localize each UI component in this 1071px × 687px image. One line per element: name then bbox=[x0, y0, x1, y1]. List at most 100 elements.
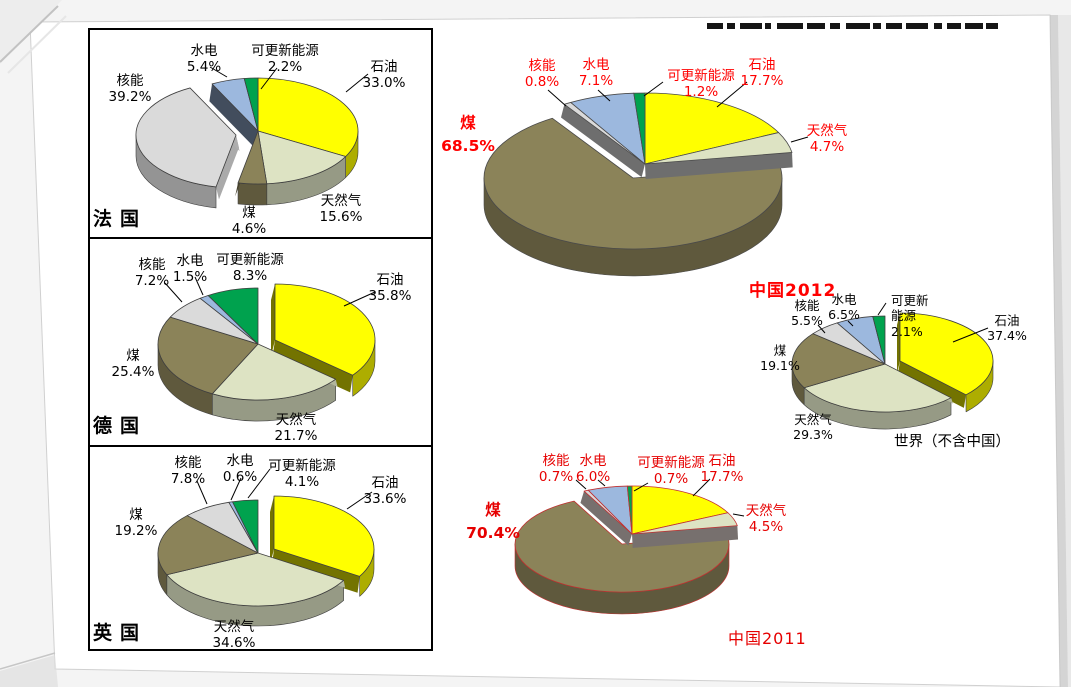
label-uk-oil: 石油 33.6% bbox=[363, 475, 407, 508]
label-france-gas: 天然气 15.6% bbox=[319, 193, 363, 226]
chart-caption-china2012: 中国2012 bbox=[749, 281, 837, 301]
label-leader-china2011-4 bbox=[633, 482, 649, 492]
pie-slice-world-coal bbox=[791, 333, 886, 389]
pie-cut-wall-world-oil bbox=[897, 361, 967, 408]
label-leader-uk-0 bbox=[346, 491, 373, 510]
label-leader-china2011-0 bbox=[692, 478, 711, 497]
chart-caption-uk: 英国 bbox=[93, 622, 148, 644]
country-charts-panel bbox=[88, 28, 433, 651]
label-world-renewable: 可更新 能源 2.1% bbox=[891, 293, 929, 339]
pie-slice-china2012-coal bbox=[483, 117, 783, 250]
label-leader-china2011-3 bbox=[597, 479, 606, 487]
pie-cut-wall-china2012-nuclear bbox=[561, 104, 645, 178]
label-leader-world-2 bbox=[847, 320, 854, 327]
pie-slice-china2012-renewable bbox=[633, 92, 646, 165]
pie-slice-france-renewable bbox=[243, 77, 259, 132]
label-germany-nuclear: 核能 7.2% bbox=[134, 257, 170, 290]
label-leader-france-0 bbox=[345, 73, 369, 93]
label-france-nuclear: 核能 39.2% bbox=[108, 73, 152, 106]
label-world-hydro: 水电 6.5% bbox=[828, 292, 860, 323]
label-world-coal: 煤 19.1% bbox=[760, 343, 800, 374]
label-uk-coal: 煤 19.2% bbox=[114, 507, 158, 540]
label-china2011-renewable: 可更新能源 0.7% bbox=[637, 455, 705, 488]
label-leader-world-1 bbox=[817, 324, 826, 334]
label-china2011-coal: 煤 70.4% bbox=[466, 501, 520, 543]
pie-slice-china2011-coal bbox=[514, 500, 730, 593]
label-leader-germany-0 bbox=[343, 291, 376, 307]
label-leader-china2012-4 bbox=[643, 81, 664, 97]
pie-slice-china2012-oil bbox=[644, 92, 779, 165]
pie-slice-uk-oil bbox=[273, 495, 375, 577]
pie-cut-wall-uk-oil bbox=[270, 496, 274, 565]
pie-slice-france-coal bbox=[237, 130, 268, 185]
label-world-gas: 天然气 29.3% bbox=[793, 412, 833, 443]
pie-slice-germany-oil bbox=[274, 283, 376, 376]
pie-slice-uk-coal bbox=[157, 515, 259, 576]
label-leader-china2011-2 bbox=[575, 479, 587, 490]
label-china2012-coal: 煤 68.5% bbox=[441, 114, 495, 156]
label-leader-france-2 bbox=[260, 67, 278, 90]
label-leader-germany-1 bbox=[164, 282, 183, 303]
label-leader-germany-2 bbox=[194, 276, 204, 296]
pie-cut-wall-china2011-gas bbox=[632, 525, 739, 548]
label-uk-nuclear: 核能 7.8% bbox=[170, 455, 206, 488]
label-leader-france-1 bbox=[209, 66, 228, 78]
chart-caption-china2011: 中国2011 bbox=[728, 629, 807, 648]
label-germany-coal: 煤 25.4% bbox=[111, 348, 155, 381]
pie-slice-germany-coal bbox=[157, 316, 259, 395]
label-china2012-oil: 石油 17.7% bbox=[740, 57, 784, 90]
pie-slice-germany-renewable bbox=[207, 287, 259, 345]
pie-cut-wall-china2011-nuclear bbox=[580, 491, 632, 546]
label-china2012-hydro: 水电 7.1% bbox=[578, 57, 614, 90]
pie-slice-uk-gas bbox=[166, 552, 345, 607]
label-leader-uk-2 bbox=[230, 477, 242, 501]
pie-cut-wall-france-nuclear bbox=[216, 135, 239, 200]
pie-slice-france-oil bbox=[257, 77, 359, 157]
label-leader-china2011-1 bbox=[732, 513, 745, 517]
label-france-hydro: 水电 5.4% bbox=[186, 43, 222, 76]
pie-cut-wall-world-oil bbox=[897, 313, 900, 373]
pie-slice-uk-renewable bbox=[232, 499, 259, 554]
pie-cut-wall-germany-oil bbox=[271, 284, 275, 356]
label-china2011-nuclear: 核能 0.7% bbox=[538, 453, 574, 486]
pie-slice-germany-gas bbox=[211, 343, 337, 401]
pie-cut-wall-france-hydro bbox=[209, 83, 258, 149]
panel-divider bbox=[90, 237, 431, 239]
label-germany-renewable: 可更新能源 8.3% bbox=[216, 252, 284, 285]
chart-caption-germany: 德国 bbox=[93, 415, 148, 437]
label-germany-oil: 石油 35.8% bbox=[368, 272, 412, 305]
chart-caption-world: 世界（不含中国） bbox=[894, 434, 1010, 450]
pie-slice-world-oil bbox=[899, 312, 994, 396]
panel-divider bbox=[90, 445, 431, 447]
label-germany-gas: 天然气 21.7% bbox=[274, 412, 318, 445]
label-leader-china2012-3 bbox=[597, 89, 611, 102]
label-uk-hydro: 水电 0.6% bbox=[222, 453, 258, 486]
label-france-oil: 石油 33.0% bbox=[362, 59, 406, 92]
pie-slice-france-nuclear bbox=[135, 87, 237, 188]
label-germany-hydro: 水电 1.5% bbox=[172, 253, 208, 286]
chart-caption-france: 法国 bbox=[93, 208, 148, 230]
clipped-title-fragments bbox=[707, 23, 998, 29]
label-uk-renewable: 可更新能源 4.1% bbox=[268, 458, 336, 491]
label-leader-uk-3 bbox=[247, 468, 271, 499]
label-china2012-nuclear: 核能 0.8% bbox=[524, 58, 560, 91]
pie-slice-china2011-oil bbox=[631, 485, 729, 535]
label-china2011-gas: 天然气 4.5% bbox=[745, 503, 787, 536]
label-leader-world-0 bbox=[952, 327, 989, 343]
pie-cut-wall-china2012-gas bbox=[645, 152, 793, 179]
label-china2011-hydro: 水电 6.0% bbox=[575, 453, 611, 486]
label-world-oil: 石油 37.4% bbox=[987, 313, 1027, 344]
label-china2011-oil: 石油 17.7% bbox=[700, 453, 744, 486]
label-france-renewable: 可更新能源 2.2% bbox=[251, 43, 319, 76]
label-leader-china2012-2 bbox=[547, 89, 567, 107]
label-leader-china2012-1 bbox=[790, 136, 809, 143]
pie-slice-france-gas bbox=[257, 130, 347, 185]
pie-slice-china2011-gas bbox=[631, 512, 738, 535]
pie-slice-world-renewable bbox=[872, 315, 886, 365]
label-leader-uk-1 bbox=[196, 480, 208, 505]
pie-slice-china2012-gas bbox=[644, 132, 793, 165]
label-leader-world-3 bbox=[877, 302, 887, 316]
